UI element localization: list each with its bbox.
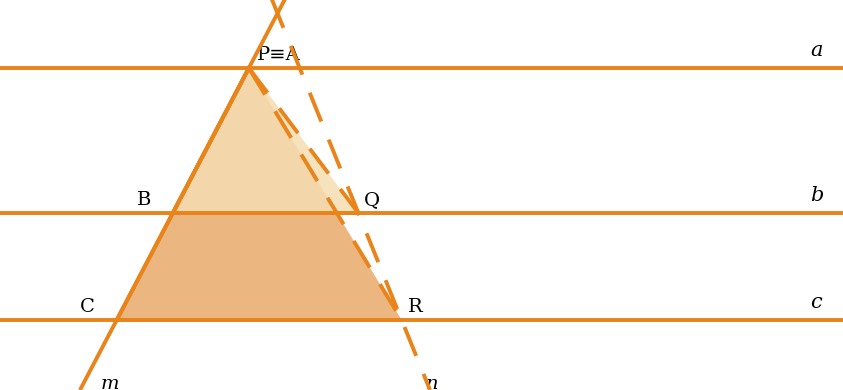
Text: R: R [408, 298, 422, 316]
Text: Q: Q [364, 191, 380, 209]
Polygon shape [173, 68, 358, 213]
Text: m: m [100, 375, 119, 390]
Polygon shape [116, 68, 401, 320]
Text: C: C [80, 298, 94, 316]
Text: a: a [810, 41, 823, 60]
Text: c: c [810, 293, 822, 312]
Text: B: B [137, 191, 151, 209]
Text: n: n [426, 375, 438, 390]
Text: P≡A: P≡A [257, 46, 301, 64]
Text: b: b [810, 186, 824, 205]
